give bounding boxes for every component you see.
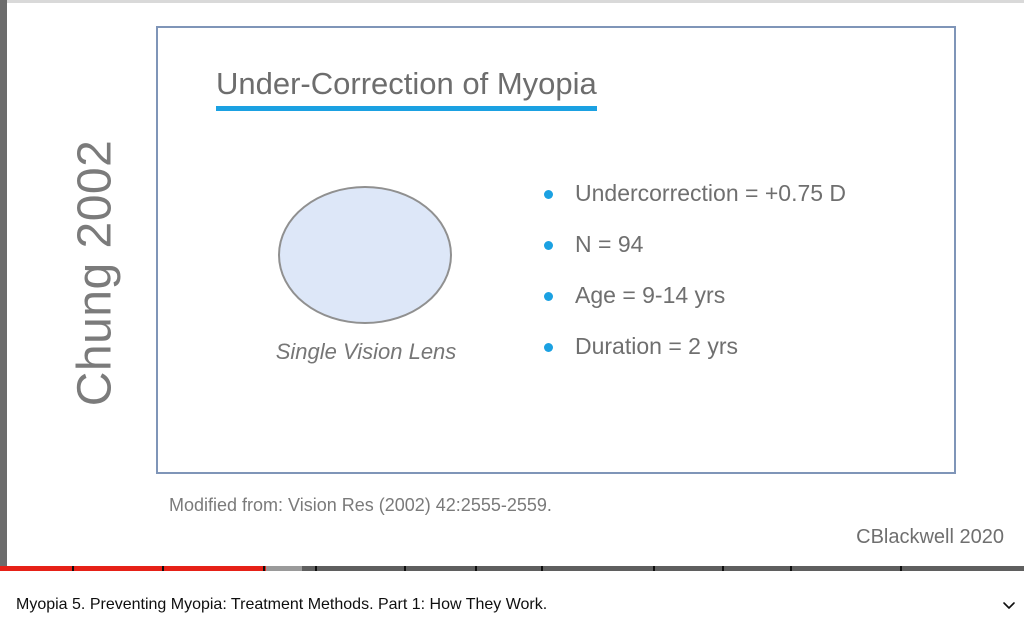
bullet-duration: Duration = 2 yrs xyxy=(544,333,846,384)
lens-ellipse xyxy=(278,186,452,324)
left-edge xyxy=(0,0,7,566)
source-note: Modified from: Vision Res (2002) 42:2555… xyxy=(169,495,552,515)
chapter-marker xyxy=(790,566,792,571)
bullet-age: Age = 9-14 yrs xyxy=(544,282,846,333)
video-info-bar: Myopia 5. Preventing Myopia: Treatment M… xyxy=(0,571,1024,617)
video-frame-slide[interactable]: Chung 2002 Under-Correction of Myopia Si… xyxy=(7,3,1024,563)
chapter-marker xyxy=(653,566,655,571)
lens-caption: Single Vision Lens xyxy=(275,339,457,364)
chapter-marker xyxy=(722,566,724,571)
chapter-marker xyxy=(72,566,74,571)
chapter-marker xyxy=(900,566,902,571)
bullet-sample-size: N = 94 xyxy=(544,231,846,282)
video-title[interactable]: Myopia 5. Preventing Myopia: Treatment M… xyxy=(16,596,548,613)
slide-heading: Under-Correction of Myopia xyxy=(216,66,597,111)
top-edge xyxy=(0,0,1024,3)
lens-figure: Single Vision Lens xyxy=(258,186,474,376)
slide-content-frame: Under-Correction of Myopia Single Vision… xyxy=(156,26,956,474)
progress-played xyxy=(0,566,267,571)
chapter-marker xyxy=(162,566,164,571)
chapter-marker xyxy=(263,566,265,571)
bullet-undercorrection: Undercorrection = +0.75 D xyxy=(544,180,846,231)
chevron-down-icon[interactable] xyxy=(998,598,1020,614)
chapter-marker xyxy=(315,566,317,571)
chapter-marker xyxy=(541,566,543,571)
bullet-list: Undercorrection = +0.75 D N = 94 Age = 9… xyxy=(544,180,846,384)
chapter-marker xyxy=(404,566,406,571)
credit-text: CBlackwell 2020 xyxy=(856,526,1004,548)
progress-bar[interactable] xyxy=(0,566,1024,571)
side-title: Chung 2002 xyxy=(68,139,122,407)
chapter-marker xyxy=(475,566,477,571)
